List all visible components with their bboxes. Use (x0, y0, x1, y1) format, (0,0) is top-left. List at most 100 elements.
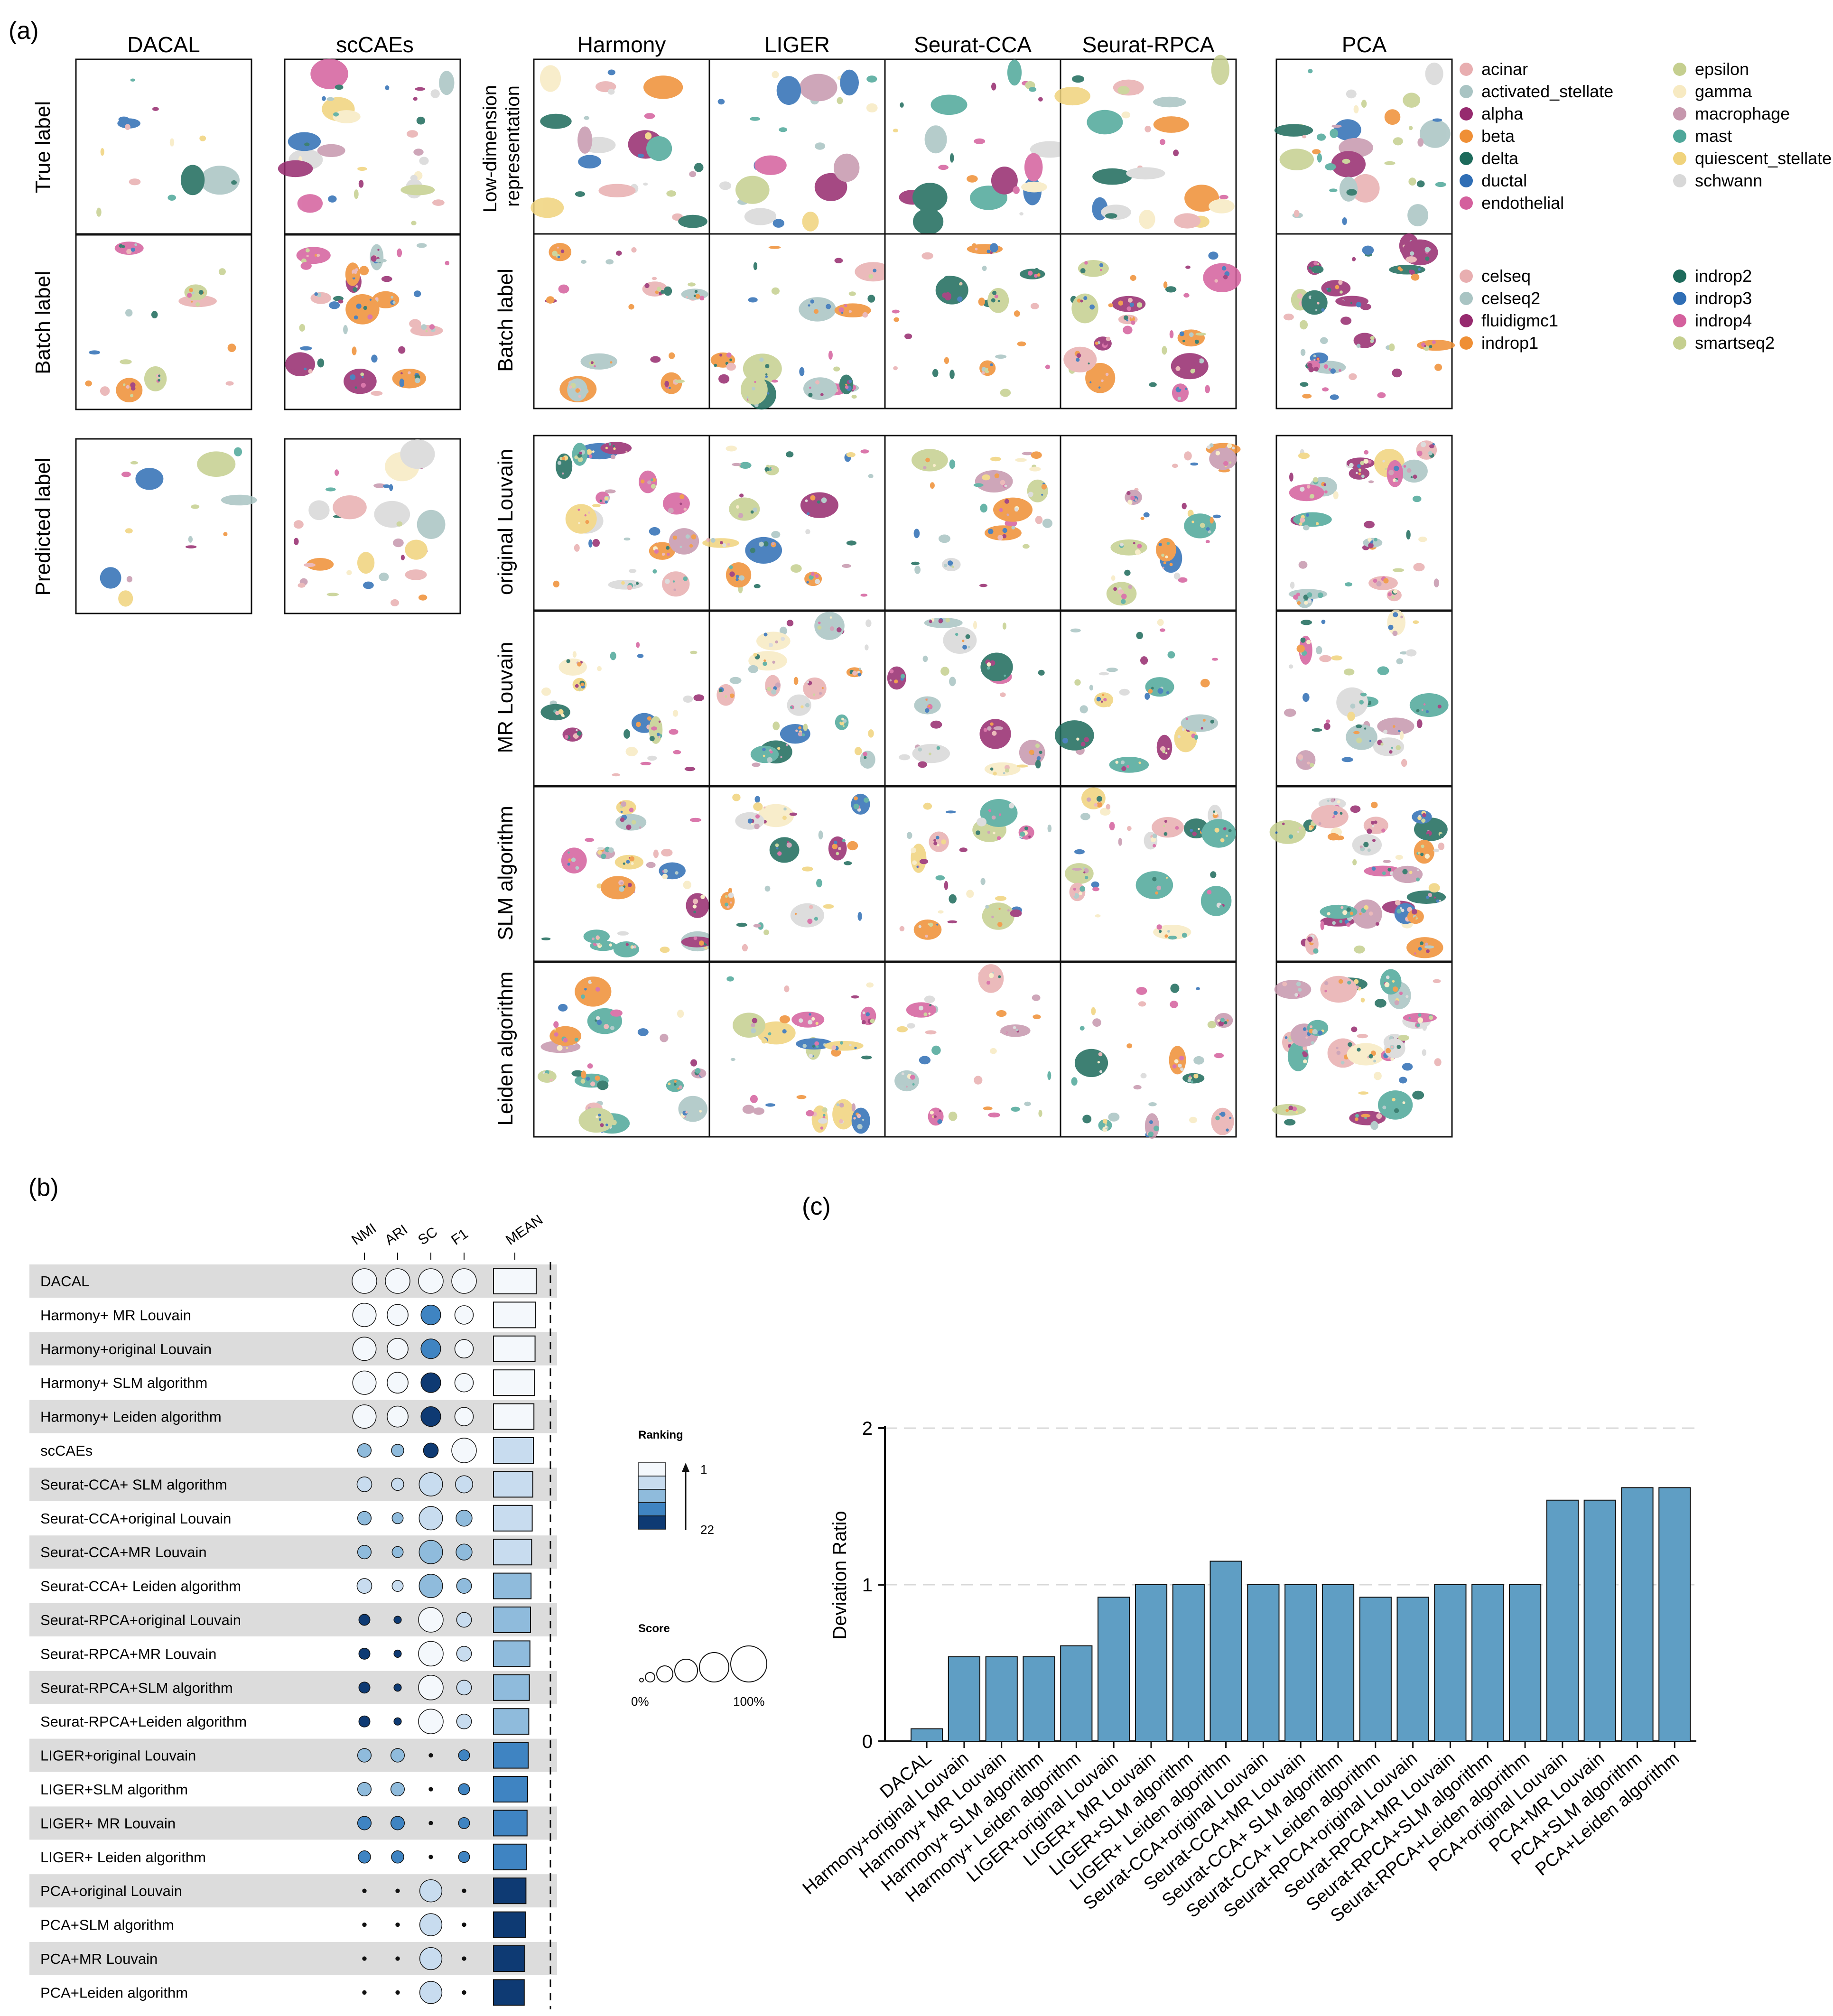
cluster-blob (1013, 186, 1020, 194)
cluster-blob (839, 1119, 843, 1124)
cluster-blob (1065, 863, 1094, 884)
cluster-blob (809, 905, 813, 909)
umap-pca-row-5 (1272, 961, 1453, 1138)
cluster-blob (754, 796, 761, 803)
cluster-blob (338, 299, 344, 304)
cluster-blob (1370, 1121, 1378, 1130)
cluster-blob (991, 738, 996, 743)
cluster-blob (1135, 871, 1173, 899)
cluster-blob (929, 831, 949, 852)
cluster-blob (1341, 757, 1353, 762)
cluster-blob (1321, 308, 1325, 312)
cluster-blob (1140, 1073, 1147, 1078)
score-dot (458, 1851, 470, 1863)
umap-harmony-row-1 (533, 233, 710, 409)
batch-legend-label: celseq2 (1481, 288, 1540, 308)
mean-bar (493, 1742, 529, 1769)
cluster-blob (369, 298, 372, 301)
cluster-blob (930, 482, 935, 489)
cluster-blob (1317, 360, 1320, 362)
cluster-blob (1072, 75, 1084, 83)
cluster-blob (335, 469, 339, 476)
cluster-blob (134, 243, 137, 246)
score-dot (390, 1816, 405, 1830)
cluster-blob (356, 303, 362, 309)
cluster-blob (602, 354, 608, 360)
cluster-blob (1306, 485, 1311, 489)
cluster-blob (186, 293, 192, 298)
cluster-blob (736, 922, 747, 927)
cluster-blob (763, 541, 769, 547)
cluster-blob (1098, 672, 1109, 676)
cluster-blob (988, 809, 992, 813)
cluster-blob (1411, 1022, 1415, 1026)
cluster-blob (1377, 1090, 1413, 1120)
cluster-blob (805, 703, 810, 707)
table-row: PCA+MR Louvain (29, 1942, 557, 1975)
cluster-blob (1374, 1071, 1382, 1080)
cluster-blob (814, 173, 847, 201)
cluster-blob (1355, 1114, 1359, 1118)
cluster-blob (1039, 751, 1042, 754)
cluster-blob (1317, 153, 1322, 163)
cluster-blob (1388, 470, 1394, 475)
cluster-blob (662, 492, 690, 515)
cluster-blob (1177, 397, 1182, 400)
cluster-blob (439, 71, 455, 95)
cluster-blob (689, 544, 693, 548)
cluster-blob (1080, 268, 1086, 273)
cluster-blob (557, 246, 559, 249)
cluster-blob (558, 284, 569, 294)
cluster-blob (893, 129, 898, 132)
cluster-blob (1208, 530, 1211, 534)
cluster-blob (1433, 896, 1436, 899)
cluster-blob (750, 117, 761, 121)
cluster-blob (844, 304, 847, 307)
score-dot (418, 1675, 444, 1700)
cluster-blob (1383, 578, 1389, 584)
cluster-blob (741, 1015, 744, 1019)
cluster-blob (936, 923, 939, 926)
cluster-blob (692, 898, 698, 904)
batch-legend-label: indrop1 (1481, 333, 1538, 353)
cluster-blob (1152, 877, 1157, 882)
cluster-blob (860, 449, 869, 454)
cluster-blob (819, 692, 822, 695)
cluster-blob (893, 366, 898, 371)
cluster-blob (1317, 302, 1320, 305)
cluster-blob (1092, 887, 1099, 892)
cluster-blob (293, 520, 304, 529)
cluster-blob (1429, 1015, 1433, 1020)
cluster-blob (1113, 587, 1117, 591)
cluster-blob (666, 546, 670, 550)
umap-liger-row-1-clusters (710, 246, 892, 410)
cluster-blob (1089, 304, 1095, 310)
cluster-blob (763, 806, 766, 808)
cluster-blob (560, 249, 565, 253)
cluster-blob (993, 985, 996, 988)
cluster-blob (955, 632, 958, 636)
cluster-blob (1408, 1017, 1411, 1020)
cluster-blob (894, 679, 898, 684)
cluster-blob (679, 1085, 683, 1089)
cluster-blob (1197, 335, 1202, 342)
cluster-blob (125, 528, 133, 534)
score-dot (391, 1850, 404, 1864)
cluster-blob (1340, 290, 1343, 294)
cluster-blob (986, 250, 991, 253)
cluster-blob (762, 747, 766, 752)
cluster-blob (1414, 952, 1416, 955)
cluster-blob (987, 831, 990, 834)
cluster-blob (1364, 905, 1369, 910)
cluster-blob (575, 191, 586, 197)
cluster-blob (1062, 738, 1068, 743)
cluster-blob (1153, 844, 1156, 847)
cell-type-legend-label: acinar (1481, 59, 1528, 79)
cluster-blob (733, 1013, 765, 1038)
cluster-blob (1429, 345, 1433, 348)
cluster-blob (720, 541, 723, 545)
cluster-blob (730, 693, 735, 698)
cluster-blob (1393, 612, 1398, 618)
cluster-blob (325, 487, 336, 492)
cell-type-legend-label: schwann (1695, 171, 1762, 190)
